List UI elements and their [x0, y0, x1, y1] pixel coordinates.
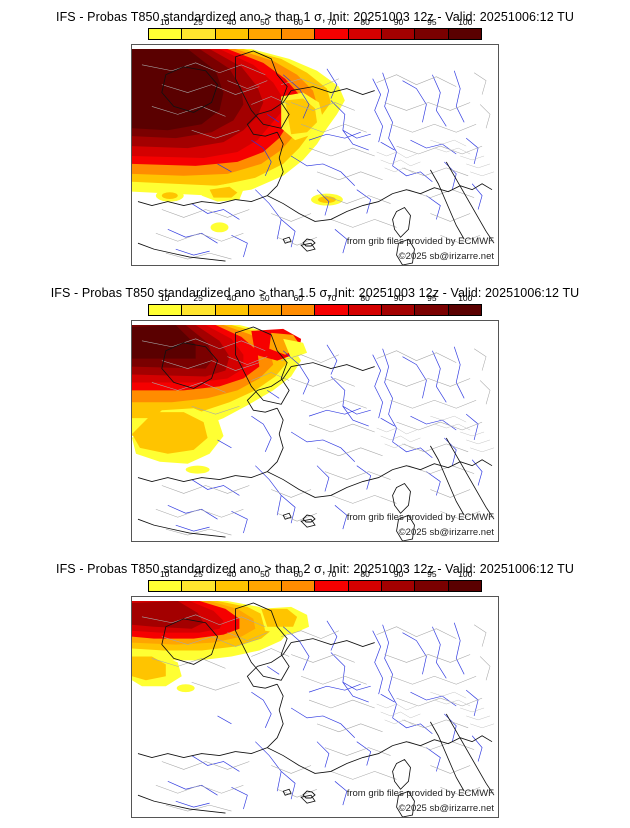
colorbar-tick: 95	[427, 17, 437, 27]
colorbar-scale	[148, 304, 482, 316]
colorbar-tick: 90	[393, 293, 404, 303]
colorbar-segment	[382, 29, 416, 39]
colorbar-segment	[415, 581, 449, 591]
page-title: IFS - Probas T850 standardized ano > tha…	[56, 562, 574, 576]
island-marker-icon	[302, 238, 316, 247]
colorbar-segment	[248, 305, 283, 315]
colorbar-segment	[282, 581, 316, 591]
map-canvas[interactable]: from grib files provided by ECMWF ©2025 …	[131, 320, 499, 542]
colorbar-tick: 100	[458, 17, 473, 27]
colorbar-tick: 70	[326, 293, 337, 303]
colorbar-segment	[448, 581, 481, 591]
island-marker-icon	[302, 514, 316, 523]
colorbar-tick: 95	[427, 569, 437, 579]
colorbar-segment	[448, 305, 481, 315]
colorbar-segment	[215, 29, 249, 39]
colorbar-segment	[149, 581, 183, 591]
colorbar-segment	[348, 305, 383, 315]
colorbar-segment	[448, 29, 481, 39]
map-graphic	[132, 321, 498, 541]
colorbar-ticks: 10 25 40 50 60 70 80 90 95 100	[148, 569, 482, 580]
colorbar-tick: 90	[393, 17, 404, 27]
colorbar-segment	[415, 305, 449, 315]
colorbar-segment	[282, 29, 316, 39]
colorbar-segment	[315, 29, 349, 39]
colorbar-segment	[315, 305, 349, 315]
colorbar-tick: 100	[458, 569, 473, 579]
colorbar-segment	[348, 29, 383, 39]
colorbar-tick: 50	[260, 569, 270, 579]
probability-field	[132, 48, 345, 233]
colorbar-tick: 25	[193, 569, 203, 579]
colorbar-segment	[182, 305, 216, 315]
colorbar-tick: 40	[226, 569, 237, 579]
colorbar-tick: 10	[159, 17, 170, 27]
colorbar: 10 25 40 50 60 70 80 90 95 100	[148, 293, 482, 316]
colorbar-segment	[315, 581, 349, 591]
map-graphic	[132, 45, 498, 265]
colorbar: 10 25 40 50 60 70 80 90 95 100	[148, 569, 482, 592]
colorbar-ticks: 10 25 40 50 60 70 80 90 95 100	[148, 17, 482, 28]
copyright-notice: ©2025 sb@irizarre.net	[398, 803, 494, 814]
probability-field	[132, 324, 308, 474]
page-title: IFS - Probas T850 standardized ano > tha…	[50, 286, 580, 300]
copyright-notice: ©2025 sb@irizarre.net	[398, 251, 494, 262]
colorbar-scale	[148, 28, 482, 40]
colorbar-tick: 50	[260, 293, 270, 303]
colorbar-segment	[182, 29, 216, 39]
data-source-attribution: from grib files provided by ECMWF	[346, 512, 494, 523]
colorbar-tick: 90	[393, 569, 404, 579]
colorbar-tick: 70	[326, 17, 337, 27]
colorbar-tick: 80	[360, 569, 370, 579]
colorbar-tick: 10	[159, 569, 170, 579]
colorbar-ticks: 10 25 40 50 60 70 80 90 95 100	[148, 293, 482, 304]
colorbar-tick: 60	[293, 569, 304, 579]
colorbar-segment	[248, 29, 283, 39]
page-title: IFS - Probas T850 standardized ano > tha…	[56, 10, 574, 24]
map-canvas[interactable]: from grib files provided by ECMWF ©2025 …	[131, 44, 499, 266]
forecast-panel: IFS - Probas T850 standardized ano > tha…	[0, 276, 630, 552]
probability-field	[132, 600, 310, 693]
colorbar-tick: 80	[360, 17, 370, 27]
map-canvas[interactable]: from grib files provided by ECMWF ©2025 …	[131, 596, 499, 818]
colorbar: 10 25 40 50 60 70 80 90 95 100	[148, 17, 482, 40]
colorbar-tick: 10	[159, 293, 170, 303]
colorbar-segment	[149, 29, 183, 39]
colorbar-tick: 60	[293, 17, 304, 27]
colorbar-tick: 25	[193, 17, 203, 27]
data-source-attribution: from grib files provided by ECMWF	[346, 236, 494, 247]
colorbar-tick: 70	[326, 569, 337, 579]
colorbar-scale	[148, 580, 482, 592]
colorbar-tick: 80	[360, 293, 370, 303]
colorbar-tick: 50	[260, 17, 270, 27]
colorbar-tick: 25	[193, 293, 203, 303]
forecast-panel: IFS - Probas T850 standardized ano > tha…	[0, 0, 630, 276]
colorbar-tick: 60	[293, 293, 304, 303]
copyright-notice: ©2025 sb@irizarre.net	[398, 527, 494, 538]
colorbar-segment	[248, 581, 283, 591]
colorbar-tick: 100	[458, 293, 473, 303]
colorbar-segment	[382, 581, 416, 591]
colorbar-segment	[149, 305, 183, 315]
colorbar-segment	[215, 305, 249, 315]
colorbar-tick: 95	[427, 293, 437, 303]
island-marker-icon	[302, 790, 316, 799]
colorbar-segment	[382, 305, 416, 315]
colorbar-segment	[182, 581, 216, 591]
data-source-attribution: from grib files provided by ECMWF	[346, 788, 494, 799]
colorbar-segment	[215, 581, 249, 591]
colorbar-tick: 40	[226, 293, 237, 303]
colorbar-segment	[415, 29, 449, 39]
forecast-panel: IFS - Probas T850 standardized ano > tha…	[0, 552, 630, 828]
colorbar-segment	[282, 305, 316, 315]
map-graphic	[132, 597, 498, 817]
colorbar-segment	[348, 581, 383, 591]
colorbar-tick: 40	[226, 17, 237, 27]
